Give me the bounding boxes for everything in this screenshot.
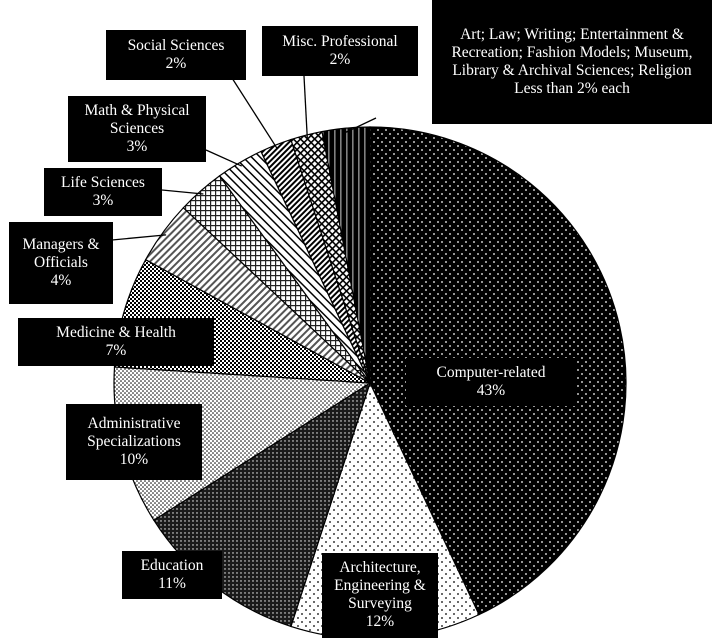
- label-other-small: Art; Law; Writing; Entertainment & Recre…: [432, 0, 712, 124]
- label-misc-professional: Misc. Professional 2%: [262, 26, 418, 76]
- leader-line-10: [346, 117, 377, 133]
- leader-line-7: [205, 149, 242, 167]
- label-medicine-health: Medicine & Health 7%: [18, 318, 214, 366]
- label-computer-related: Computer-related 43%: [406, 358, 576, 406]
- label-administrative-specializations: Administrative Specializations 10%: [66, 404, 202, 480]
- label-social-sciences: Social Sciences 2%: [106, 30, 246, 80]
- leader-line-6: [161, 189, 204, 195]
- leader-line-9: [303, 75, 308, 139]
- top-crop: [0, 0, 712, 4]
- leader-lines: [111, 75, 377, 241]
- label-education: Education 11%: [122, 551, 222, 599]
- pie-slice-art-law-writing-entertainment-recreation-fashion-models-museum-library-archival-sciences-religion: [321, 126, 371, 384]
- label-math-physical-sciences: Math & Physical Sciences 3%: [68, 96, 206, 162]
- leader-line-5: [111, 234, 167, 241]
- label-managers-officials: Managers & Officials 4%: [9, 222, 113, 304]
- label-life-sciences: Life Sciences 3%: [44, 168, 162, 216]
- leader-line-8: [231, 77, 278, 150]
- label-architecture-engineering: Architecture, Engineering & Surveying 12…: [322, 553, 438, 638]
